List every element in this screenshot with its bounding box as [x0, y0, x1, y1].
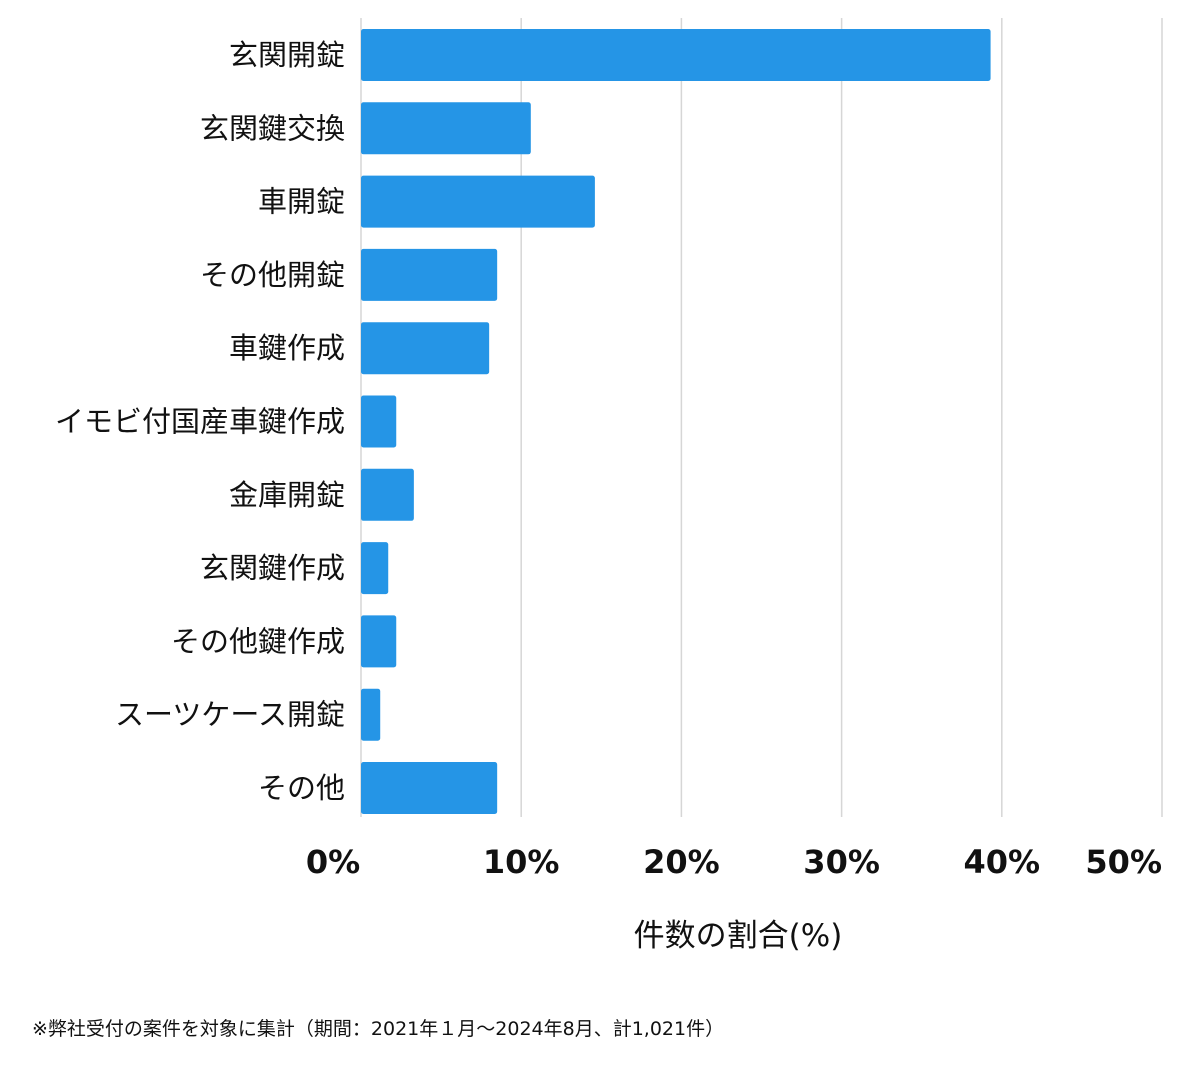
bar-3: [361, 248, 498, 301]
category-label-7: 玄関鍵作成: [200, 551, 345, 585]
bar-0: [361, 29, 991, 81]
x-tick-label-0: 0%: [306, 843, 360, 881]
category-label-9: スーツケース開錠: [115, 698, 345, 732]
x-tick-label-2: 20%: [643, 843, 720, 881]
bar-1: [361, 102, 531, 155]
category-label-0: 玄関開錠: [229, 38, 345, 72]
bar-4: [361, 322, 490, 375]
category-label-5: イモビ付国産車鍵作成: [55, 405, 345, 439]
category-label-3: その他開錠: [200, 258, 345, 292]
x-axis-title: 件数の割合(%): [634, 918, 843, 954]
category-label-8: その他鍵作成: [171, 624, 345, 658]
bar-10: [361, 762, 498, 814]
category-label-2: 車開錠: [258, 185, 345, 219]
x-tick-label-3: 30%: [803, 843, 880, 881]
x-tick-labels: 0% 10% 20% 30% 40% 50%: [306, 843, 1162, 881]
bar-6: [361, 468, 414, 521]
bars: [361, 29, 991, 814]
bar-5: [361, 395, 397, 448]
bar-7: [361, 542, 389, 595]
category-labels: 玄関開錠玄関鍵交換車開錠その他開錠車鍵作成イモビ付国産車鍵作成金庫開錠玄関鍵作成…: [55, 38, 345, 805]
x-tick-label-5: 50%: [1085, 843, 1162, 881]
x-tick-label-4: 40%: [964, 843, 1041, 881]
category-label-10: その他: [258, 771, 345, 805]
bar-9: [361, 688, 381, 741]
bar-8: [361, 615, 397, 668]
category-label-4: 車鍵作成: [229, 331, 345, 365]
bar-2: [361, 175, 595, 228]
footnote: ※弊社受付の案件を対象に集計（期間：2021年１月〜2024年8月、計1,021…: [32, 1018, 725, 1040]
bar-chart: 玄関開錠玄関鍵交換車開錠その他開錠車鍵作成イモビ付国産車鍵作成金庫開錠玄関鍵作成…: [55, 18, 1163, 954]
category-label-1: 玄関鍵交換: [200, 111, 345, 145]
category-label-6: 金庫開錠: [229, 478, 345, 512]
x-tick-label-1: 10%: [483, 843, 560, 881]
